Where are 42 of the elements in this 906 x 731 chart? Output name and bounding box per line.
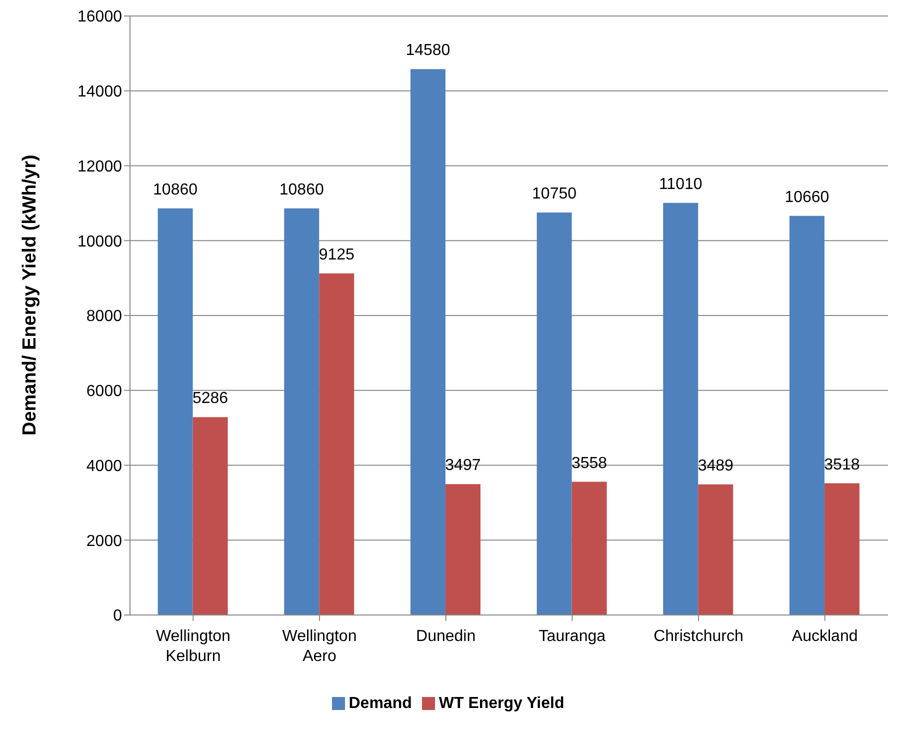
legend-label: Demand	[348, 695, 412, 712]
data-label: 11010	[658, 176, 702, 193]
y-tick-label: 16000	[78, 8, 122, 26]
bar	[698, 484, 734, 615]
y-tick-label: 10000	[78, 233, 122, 250]
data-label: 3558	[571, 454, 608, 472]
x-tick-label: Auckland	[792, 628, 858, 645]
data-label: 9125	[318, 246, 355, 264]
bar	[284, 208, 320, 615]
data-label: 3489	[698, 457, 734, 474]
data-label: 5286	[192, 390, 228, 408]
bar	[572, 482, 607, 615]
y-tick-label: 2000	[86, 532, 122, 550]
bar	[445, 484, 480, 615]
bar	[663, 202, 698, 615]
y-tick-label: 8000	[86, 308, 122, 326]
y-tick-label: 4000	[86, 458, 122, 475]
data-label: 3518	[824, 456, 860, 474]
data-label: 3497	[445, 457, 481, 474]
data-label: 10750	[532, 186, 577, 203]
bar	[789, 216, 824, 615]
bar	[192, 417, 228, 615]
x-tick-label: Christchurch	[654, 628, 744, 645]
y-tick-label: 6000	[86, 383, 122, 400]
bar	[536, 212, 572, 615]
y-tick-label: 12000	[78, 158, 122, 176]
data-label: 10860	[153, 181, 198, 198]
x-tick-label: Dunedin	[416, 628, 476, 645]
data-label: 10660	[784, 188, 830, 206]
data-label: 10860	[279, 181, 324, 198]
y-tick-label: 0	[113, 608, 122, 625]
x-tick-label: Wellington Aero	[282, 628, 357, 665]
x-tick-label: Tauranga	[538, 628, 606, 645]
legend-label: WT Energy Yield	[438, 695, 564, 712]
bar	[410, 69, 446, 615]
bar	[158, 208, 193, 615]
x-tick-label: Wellington Kelburn	[156, 628, 230, 665]
bar	[824, 483, 860, 615]
data-label: 14580	[406, 42, 450, 60]
y-tick-label: 14000	[78, 84, 122, 101]
bar	[319, 273, 354, 615]
y-axis-title: Demand/ Energy Yield (kWh/yr)	[20, 154, 41, 436]
